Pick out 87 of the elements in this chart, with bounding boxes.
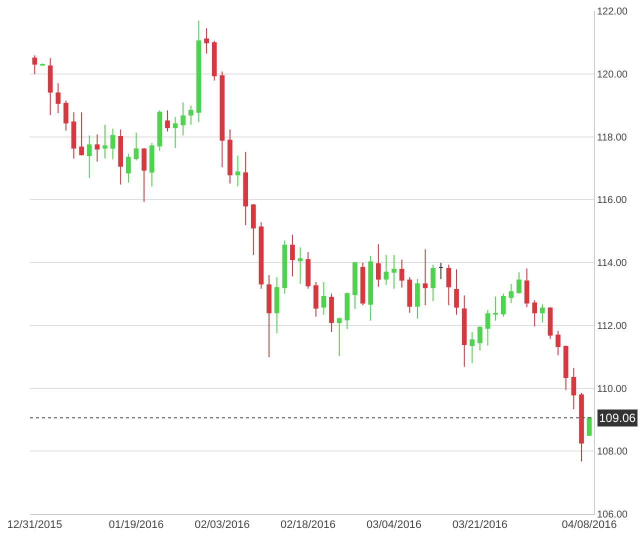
candlestick bbox=[422, 248, 428, 306]
candlestick bbox=[118, 129, 124, 186]
candlestick bbox=[470, 331, 475, 364]
candlestick bbox=[110, 128, 116, 160]
candlestick bbox=[274, 276, 280, 334]
candlestick bbox=[360, 262, 366, 306]
candlestick bbox=[462, 295, 467, 368]
candlestick bbox=[290, 234, 295, 277]
candlestick bbox=[352, 261, 358, 310]
candlestick bbox=[532, 300, 538, 327]
candlestick bbox=[157, 110, 162, 152]
candlestick bbox=[579, 392, 584, 462]
candlestick bbox=[407, 276, 412, 314]
candlestick bbox=[86, 134, 92, 178]
candlestick bbox=[493, 296, 498, 322]
candlestick bbox=[204, 28, 209, 54]
candlestick bbox=[48, 58, 53, 116]
candlestick bbox=[228, 129, 232, 184]
candlestick bbox=[438, 262, 444, 280]
candlestick bbox=[336, 317, 342, 357]
candlestick bbox=[384, 254, 389, 286]
candlestick bbox=[415, 278, 420, 320]
candlestick bbox=[94, 134, 100, 162]
candlestick bbox=[282, 240, 288, 294]
candlestick bbox=[454, 268, 459, 316]
y-tick-label: 112.00 bbox=[597, 320, 628, 332]
candlestick bbox=[376, 244, 381, 288]
candlestick bbox=[548, 306, 553, 340]
candlestick bbox=[500, 293, 506, 318]
candlestick bbox=[188, 105, 194, 126]
candlestick bbox=[126, 153, 131, 184]
candlestick bbox=[485, 309, 490, 346]
y-tick-label: 106.00 bbox=[597, 510, 628, 520]
candlestick bbox=[478, 326, 482, 352]
y-tick-label: 114.00 bbox=[597, 258, 628, 269]
candlestick bbox=[142, 148, 146, 202]
candlestick bbox=[329, 293, 334, 332]
candlestick bbox=[399, 259, 404, 288]
candlestick bbox=[571, 367, 576, 410]
candlestick bbox=[508, 283, 514, 304]
candlestick bbox=[56, 82, 61, 114]
y-tick-label: 108.00 bbox=[597, 446, 628, 458]
candlestick bbox=[180, 102, 186, 136]
candlestick bbox=[235, 155, 240, 187]
candlestick bbox=[243, 151, 248, 226]
candlestick bbox=[149, 142, 154, 187]
x-tick-label: 01/19/2016 bbox=[108, 519, 164, 532]
ref-line-label: 109.06 bbox=[599, 411, 636, 425]
y-tick-label: 122.00 bbox=[597, 6, 628, 18]
candlestick bbox=[251, 204, 256, 256]
candlestick bbox=[368, 255, 373, 322]
candlestick bbox=[71, 112, 76, 159]
x-tick-label: 02/18/2016 bbox=[280, 519, 336, 532]
candlestick bbox=[540, 304, 545, 324]
candlestick bbox=[258, 222, 264, 290]
candlestick bbox=[392, 254, 396, 290]
candlestick bbox=[212, 40, 217, 81]
candlestick bbox=[32, 54, 38, 74]
candlestick bbox=[344, 292, 350, 330]
candlestick bbox=[524, 268, 530, 308]
candlestick bbox=[165, 110, 170, 132]
candlestick bbox=[172, 116, 178, 149]
candlestick bbox=[220, 71, 225, 168]
candlestick bbox=[196, 20, 202, 122]
candlestick bbox=[430, 264, 436, 302]
y-tick-label: 110.00 bbox=[597, 384, 628, 395]
y-tick-label: 116.00 bbox=[597, 195, 628, 206]
candlestick bbox=[64, 100, 68, 131]
candlestick bbox=[446, 264, 452, 306]
x-tick-label: 03/21/2016 bbox=[452, 519, 508, 532]
candlestick bbox=[298, 246, 303, 284]
candlestick bbox=[313, 281, 318, 318]
candlestick bbox=[516, 272, 522, 294]
x-tick-label: 04/08/2016 bbox=[562, 519, 617, 532]
candlestick bbox=[556, 330, 560, 356]
candlestick bbox=[134, 132, 139, 161]
x-tick-label: 02/03/2016 bbox=[194, 519, 250, 532]
candlestick bbox=[266, 274, 272, 358]
candlestick bbox=[79, 112, 84, 156]
candlestick bbox=[102, 124, 108, 159]
y-tick-label: 118.00 bbox=[597, 132, 628, 144]
y-tick-label: 120.00 bbox=[597, 69, 628, 80]
candlestick bbox=[306, 252, 311, 290]
candlestick bbox=[321, 281, 326, 316]
candlestick bbox=[563, 344, 568, 391]
x-tick-label: 12/31/2015 bbox=[7, 519, 62, 532]
x-tick-label: 03/04/2016 bbox=[366, 519, 422, 532]
